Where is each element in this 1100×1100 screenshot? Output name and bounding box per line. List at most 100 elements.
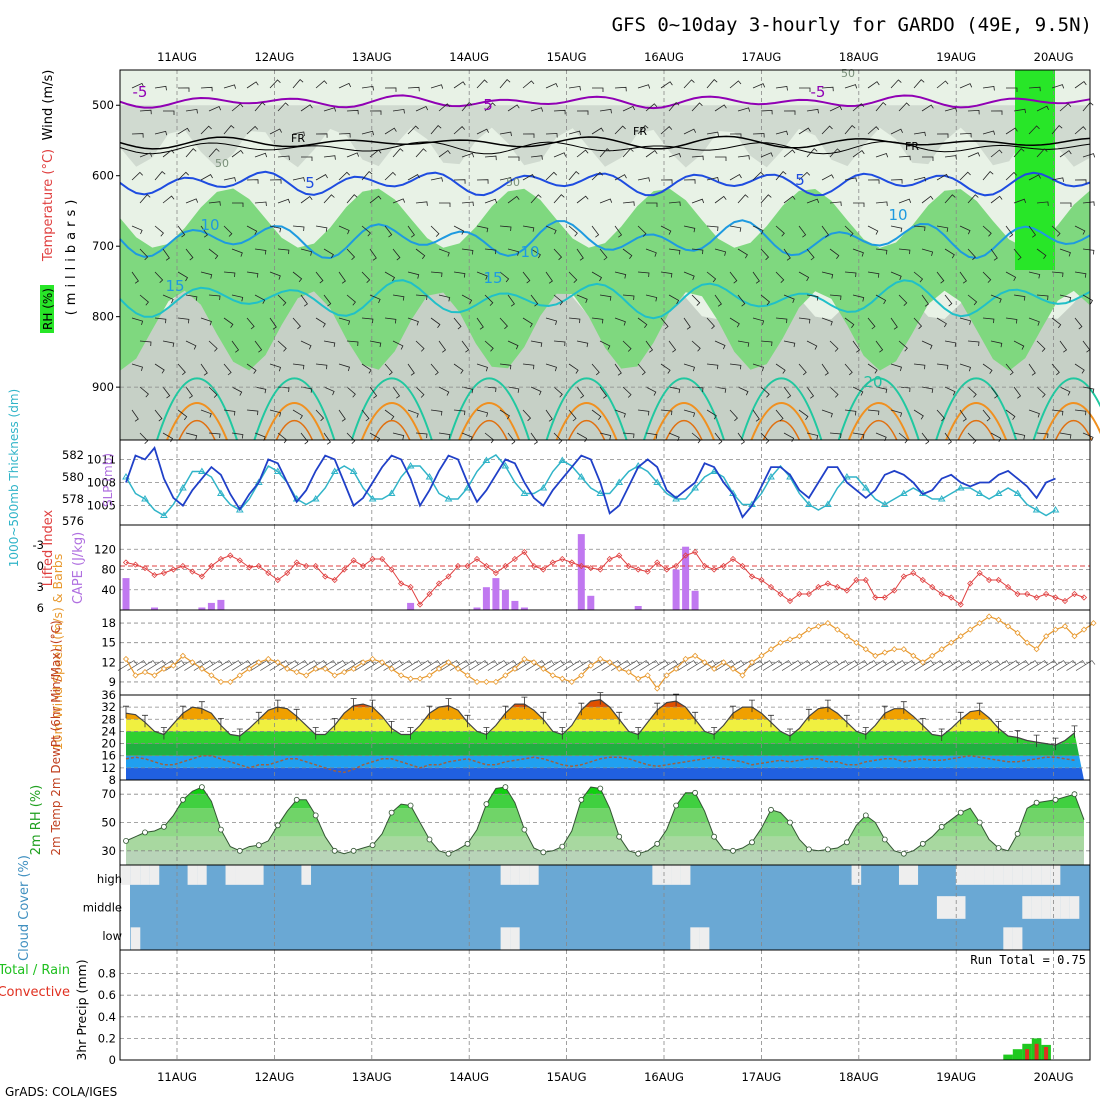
wind-barb	[254, 102, 266, 112]
wind-barb-10m	[781, 660, 802, 671]
rh2m-point	[350, 847, 357, 854]
thickness-point	[1013, 489, 1022, 496]
wind-barb	[806, 108, 819, 114]
wind-barb	[660, 225, 672, 235]
rh2m-tick-label: 30	[101, 844, 116, 858]
temp-contour-20-arc	[253, 377, 336, 441]
top-date-label: 18AUG	[839, 50, 879, 64]
lifted-index-point	[673, 562, 680, 570]
wind-barb	[1036, 432, 1049, 439]
wind-barb	[269, 363, 282, 372]
thickness-point	[406, 462, 415, 469]
wind-barb-10m	[933, 660, 953, 671]
wind-barb	[407, 317, 419, 326]
wind-speed-point	[881, 649, 888, 656]
wind-barb	[131, 271, 139, 284]
cloud-high-cell	[1031, 865, 1042, 885]
bottom-date-label: 13AUG	[352, 1070, 392, 1084]
lifted-index-point	[872, 594, 879, 601]
temperature-range-bar	[1071, 725, 1078, 738]
precip-convective-bar	[1044, 1047, 1049, 1060]
temp-contour-30-arc	[665, 420, 703, 441]
cloud-high-cell	[1012, 865, 1023, 885]
dewpoint-line	[125, 754, 1075, 774]
temperature-range-bar	[768, 714, 774, 728]
wind-barb-10m	[525, 660, 546, 671]
wind-barb-10m	[838, 660, 859, 671]
wind-barb	[361, 171, 373, 181]
cloud-high-cell	[253, 865, 264, 885]
temp-contour-20-arc	[740, 377, 823, 441]
precip-total-label: Total / Rain	[0, 963, 70, 978]
lifted-index-tick-label: 6	[37, 601, 44, 615]
wind-barb	[522, 225, 535, 232]
wind-speed-point	[976, 620, 983, 627]
wind-speed-point	[891, 646, 898, 653]
wind-barb	[163, 110, 175, 115]
wind-barb-10m	[762, 660, 783, 671]
wind-barb	[338, 82, 352, 89]
wind-barb	[829, 201, 842, 206]
wind-barb	[530, 248, 541, 259]
wind-barb	[1059, 150, 1072, 158]
wind-barb	[1060, 202, 1072, 207]
wind-barb	[844, 225, 854, 237]
wind-barb	[760, 340, 773, 347]
wind-barb	[798, 363, 807, 376]
wind-barb	[967, 194, 979, 204]
wind-barb	[522, 133, 535, 138]
wind-barb	[890, 79, 902, 89]
wind-speed-point	[986, 613, 993, 620]
cloud-cover-panel: high middle low Cloud Cover (%)	[17, 855, 1091, 961]
wind-barb	[292, 131, 305, 136]
wind-barb	[706, 317, 715, 330]
wind-barb	[346, 432, 356, 444]
wind-barb	[568, 409, 577, 422]
wind-barb-10m	[772, 660, 792, 671]
wind-barb	[177, 409, 188, 421]
temperature-range-bar	[749, 699, 755, 713]
rh-band	[126, 850, 1084, 865]
rh2m-point	[787, 819, 793, 826]
wind-barb	[407, 409, 419, 418]
temp-contour-20-arc	[156, 377, 238, 441]
wind-speed-point	[1090, 620, 1097, 627]
lifted-index-point	[483, 562, 490, 570]
cape-bar	[511, 600, 519, 610]
wind-barb	[959, 225, 971, 235]
wind-barb	[1005, 127, 1018, 135]
lifted-index-point	[976, 569, 983, 577]
wind-barb	[461, 102, 473, 112]
temperature-range-bar	[938, 728, 945, 741]
wind-speed-point	[616, 665, 623, 672]
wind-barb	[599, 198, 613, 204]
wind-barb	[576, 149, 589, 158]
wind-barb	[154, 85, 167, 91]
thickness-point	[805, 500, 813, 507]
wind-barb	[944, 340, 957, 347]
wind-barb	[415, 340, 425, 352]
wind-barb	[208, 148, 220, 158]
wind-barb	[292, 409, 303, 420]
wind-barb	[392, 386, 401, 399]
wind-barb	[200, 86, 213, 92]
wind-barb	[852, 248, 864, 257]
credit-label: GrADS: COLA/IGES	[5, 1085, 117, 1099]
wind-barb	[875, 386, 888, 394]
contour-label: 15	[483, 269, 502, 287]
wind-barb	[936, 363, 949, 370]
wind-barb	[729, 317, 740, 328]
cape-lifted-index-panel: -3 0 3 6 40 80 120 Lifted Index CAPE (J/kg)	[33, 509, 1091, 615]
lifted-index-point	[407, 583, 414, 591]
wind-barb	[944, 194, 956, 204]
lifted-index-point	[929, 583, 936, 591]
wind-speed-point	[606, 659, 613, 666]
wind-speed-point	[853, 639, 860, 646]
wind-barb	[254, 152, 268, 158]
cloud-high-cell	[244, 865, 255, 885]
temperature-range-bar	[521, 696, 528, 710]
temp-contour-25-arc	[555, 402, 618, 441]
wind-barb	[1036, 248, 1047, 259]
wind-barb-10m	[421, 660, 441, 671]
temperature-band	[126, 743, 1084, 756]
